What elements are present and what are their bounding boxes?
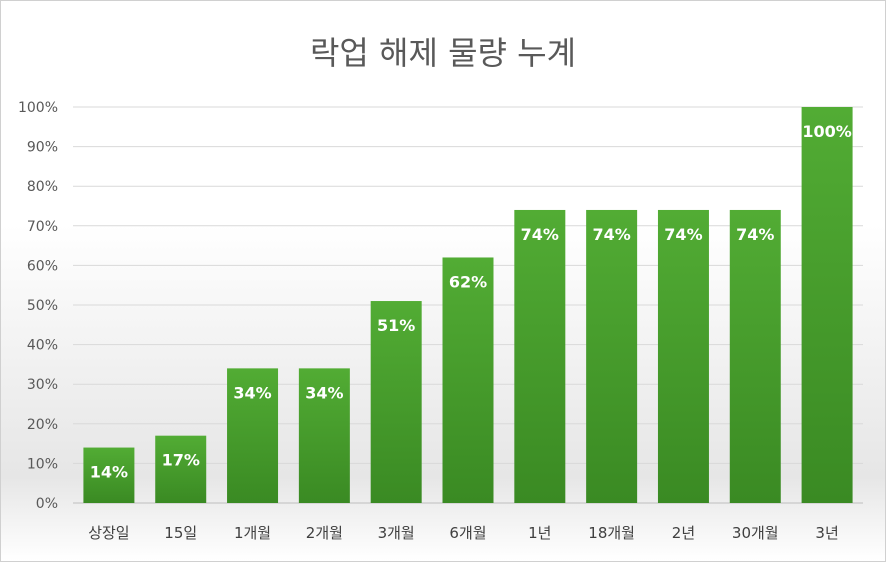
- bar: [83, 447, 135, 503]
- x-tick-label: 1년: [528, 524, 551, 542]
- data-label: 74%: [736, 225, 774, 244]
- bar: [657, 209, 709, 503]
- y-tick-label: 30%: [27, 377, 58, 393]
- bar: [514, 209, 566, 503]
- y-tick-label: 60%: [27, 258, 58, 274]
- y-tick-label: 100%: [18, 100, 58, 116]
- x-axis-ticks: 상장일 15일 1개월 2개월 3개월 6개월 1년 18개월 2년 30개월 3년: [88, 524, 839, 542]
- y-axis-ticks: 0% 10% 20% 30% 40% 50% 60% 70% 80% 90% 100%: [18, 100, 58, 512]
- data-label: 34%: [305, 383, 343, 402]
- x-tick-label: 2년: [672, 524, 695, 542]
- x-tick-label: 15일: [164, 524, 197, 542]
- bar: [442, 257, 494, 503]
- y-tick-label: 80%: [27, 179, 58, 195]
- x-tick-label: 3년: [815, 524, 838, 542]
- data-label: 74%: [664, 225, 702, 244]
- x-tick-label: 6개월: [449, 524, 486, 542]
- data-label: 51%: [377, 316, 415, 335]
- x-tick-label: 1개월: [234, 524, 271, 542]
- y-tick-label: 90%: [27, 140, 58, 156]
- bar: [801, 107, 853, 503]
- chart-title: 락업 해제 물량 누계: [310, 34, 576, 72]
- bar: [227, 368, 279, 503]
- data-label: 74%: [592, 225, 630, 244]
- data-label: 74%: [521, 225, 559, 244]
- x-tick-label: 30개월: [732, 524, 779, 542]
- data-label: 17%: [162, 451, 200, 470]
- data-label: 62%: [449, 272, 487, 291]
- x-tick-label: 2개월: [306, 524, 343, 542]
- y-tick-label: 40%: [27, 338, 58, 354]
- data-labels: 14% 17% 34% 34% 51% 62% 74% 74% 74% 74% 100%: [90, 122, 852, 482]
- data-label: 34%: [233, 383, 271, 402]
- data-label: 100%: [802, 122, 851, 141]
- y-tick-label: 70%: [27, 219, 58, 235]
- y-tick-label: 50%: [27, 298, 58, 314]
- y-tick-label: 10%: [27, 456, 58, 472]
- bar: [370, 301, 422, 503]
- x-tick-label: 3개월: [378, 524, 415, 542]
- y-tick-label: 20%: [27, 417, 58, 433]
- bars: [83, 107, 853, 503]
- bar: [586, 209, 638, 503]
- y-tick-label: 0%: [36, 496, 58, 512]
- bar: [729, 209, 781, 503]
- bar: [155, 435, 207, 503]
- x-tick-label: 상장일: [88, 524, 129, 542]
- bar: [298, 368, 350, 503]
- x-tick-label: 18개월: [588, 524, 635, 542]
- data-label: 14%: [90, 463, 128, 482]
